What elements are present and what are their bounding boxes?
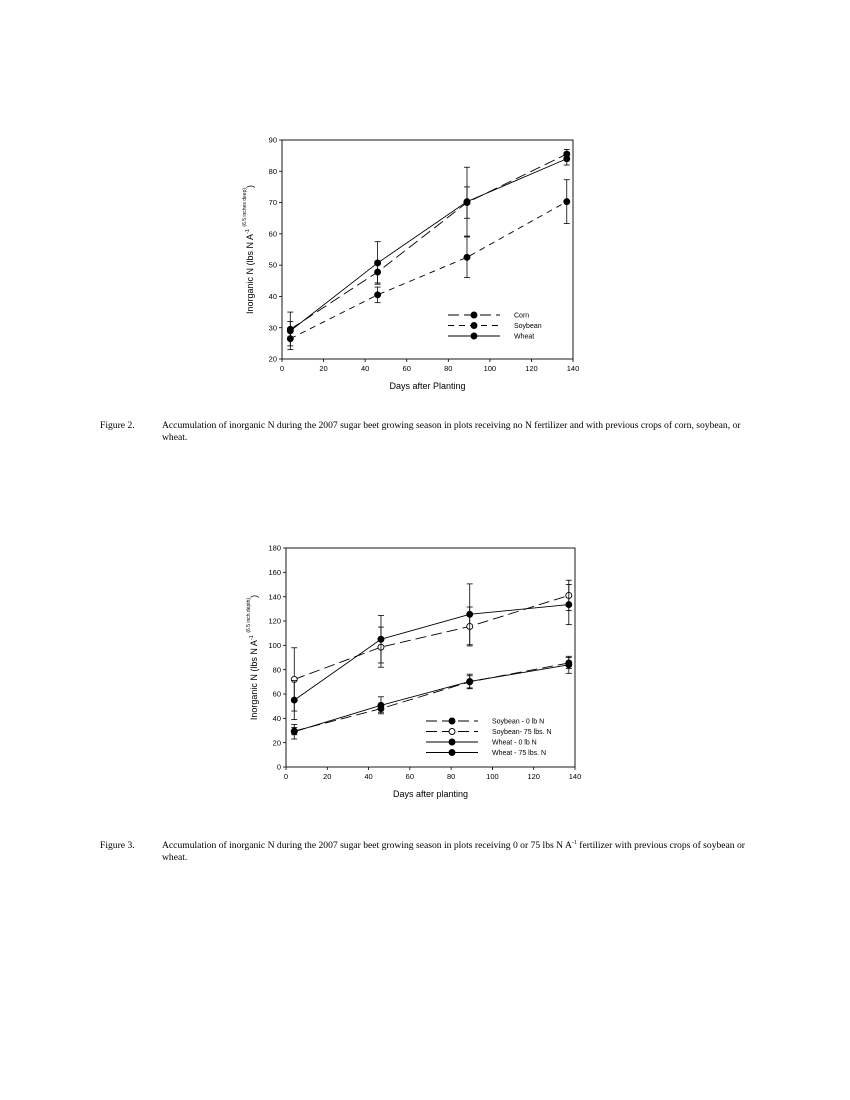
figure-2-chart: 0 20 40 60 80 100 120 140 20 30 40 50 60 70 80 90 Days a… bbox=[230, 130, 600, 410]
y-tick-label: 70 bbox=[269, 198, 277, 207]
x-tick-label: 60 bbox=[403, 364, 411, 373]
figure-2-caption-text: Accumulation of inorganic N during the 2… bbox=[162, 420, 741, 443]
x-tick-label: 140 bbox=[567, 364, 580, 373]
x-axis-label: Days after Planting bbox=[389, 381, 465, 391]
legend-marker bbox=[470, 332, 478, 340]
x-tick-label: 20 bbox=[319, 364, 327, 373]
series-0 bbox=[286, 148, 571, 338]
legend-marker bbox=[448, 749, 456, 756]
data-point bbox=[290, 728, 298, 736]
legend-label: Soybean - 0 lb N bbox=[492, 719, 544, 726]
legend-label: Soybean bbox=[514, 323, 542, 330]
data-point bbox=[466, 610, 474, 618]
series-2 bbox=[286, 152, 571, 351]
y-tick-label: 40 bbox=[273, 714, 281, 723]
y-tick-label: 160 bbox=[268, 568, 281, 577]
data-point bbox=[466, 678, 474, 685]
x-tick-label: 40 bbox=[364, 772, 372, 781]
series-2 bbox=[290, 655, 573, 740]
series-line bbox=[294, 664, 569, 733]
data-point bbox=[565, 661, 573, 669]
legend-label: Wheat - 75 lbs. N bbox=[492, 750, 546, 757]
y-axis-label: Inorganic N (lbs N A-1 (6.5 inch depth)) bbox=[246, 595, 259, 720]
legend: Soybean - 0 lb N Soybean- 75 lbs. N Wheat … bbox=[426, 717, 552, 757]
data-point bbox=[374, 291, 382, 299]
figure-2-number: Figure 2. bbox=[100, 420, 135, 431]
x-tick-label: 0 bbox=[280, 364, 284, 373]
y-tick-label: 50 bbox=[269, 261, 277, 270]
legend-marker bbox=[470, 311, 478, 319]
y-tick-label: 120 bbox=[268, 617, 281, 626]
data-point bbox=[377, 701, 385, 709]
series-line bbox=[290, 201, 567, 340]
figure-3-number: Figure 3. bbox=[100, 840, 135, 851]
y-axis-label-close: ) bbox=[245, 185, 255, 188]
legend-marker bbox=[448, 738, 456, 746]
x-tick-label: 80 bbox=[447, 772, 455, 781]
y-axis-label-sup: -1 bbox=[249, 635, 255, 640]
x-tick-label: 100 bbox=[484, 364, 497, 373]
series-line bbox=[290, 153, 567, 330]
legend-marker bbox=[448, 717, 456, 725]
figure-3-caption-text: Accumulation of inorganic N during the 2… bbox=[162, 839, 745, 863]
y-axis-label: Inorganic N (lbs N A-1 (6.5 inches deep)… bbox=[242, 185, 255, 314]
y-axis-label-main: Inorganic N (lbs N A bbox=[249, 640, 259, 720]
x-tick-label: 0 bbox=[284, 772, 288, 781]
legend: Corn Soybean Wheat bbox=[448, 311, 542, 341]
data-point bbox=[563, 198, 571, 206]
x-tick-label: 140 bbox=[569, 772, 582, 781]
y-axis-label-sub: (6.5 inches deep) bbox=[242, 188, 248, 227]
series-line bbox=[294, 662, 569, 732]
data-point bbox=[290, 696, 298, 704]
y-tick-label: 0 bbox=[277, 763, 281, 772]
legend-label: Soybean- 75 lbs. N bbox=[492, 729, 552, 736]
legend-marker bbox=[448, 728, 456, 735]
series-3 bbox=[290, 583, 573, 720]
data-point bbox=[563, 155, 571, 163]
series-line bbox=[290, 158, 567, 332]
y-tick-label: 100 bbox=[268, 641, 281, 650]
y-tick-label: 40 bbox=[269, 292, 277, 301]
legend-label: Wheat - 0 lb N bbox=[492, 740, 537, 747]
y-tick-label: 20 bbox=[273, 738, 281, 747]
y-axis-label-close: ) bbox=[249, 595, 259, 598]
y-tick-label: 60 bbox=[269, 229, 277, 238]
y-axis-label-sup: -1 bbox=[245, 229, 251, 234]
plot-frame bbox=[281, 139, 574, 360]
y-axis-label-main: Inorganic N (lbs N A bbox=[245, 234, 255, 314]
y-tick-label: 30 bbox=[269, 323, 277, 332]
legend-label: Corn bbox=[514, 313, 529, 320]
legend-label: Wheat bbox=[514, 334, 534, 341]
data-point bbox=[565, 601, 573, 609]
x-axis-label: Days after planting bbox=[393, 789, 468, 799]
figure-3-chart: 0 20 40 60 80 100 120 140 0 20 40 60 80 100 120 140 160 1… bbox=[230, 538, 600, 818]
plot-frame bbox=[285, 547, 576, 768]
series-line bbox=[294, 595, 569, 680]
legend-marker bbox=[470, 322, 478, 329]
x-tick-label: 120 bbox=[527, 772, 540, 781]
x-tick-label: 100 bbox=[486, 772, 499, 781]
y-tick-label: 80 bbox=[269, 167, 277, 176]
series-1 bbox=[286, 179, 571, 347]
data-point bbox=[377, 635, 385, 643]
x-tick-label: 120 bbox=[525, 364, 538, 373]
y-tick-label: 80 bbox=[273, 665, 281, 674]
y-tick-label: 20 bbox=[269, 355, 277, 364]
data-point bbox=[374, 259, 382, 267]
figure-3-plot: 0 20 40 60 80 100 120 140 0 20 40 60 80 100 120 140 160 1… bbox=[246, 544, 582, 799]
x-tick-label: 40 bbox=[361, 364, 369, 373]
y-tick-label: 140 bbox=[268, 592, 281, 601]
data-point bbox=[286, 327, 294, 335]
data-point bbox=[463, 198, 471, 206]
y-axis-label-sub: (6.5 inch depth) bbox=[246, 598, 252, 633]
y-tick-label: 180 bbox=[268, 544, 281, 553]
data-point bbox=[463, 253, 471, 261]
x-tick-label: 60 bbox=[406, 772, 414, 781]
y-tick-label: 60 bbox=[273, 690, 281, 699]
series-line bbox=[293, 604, 569, 701]
x-tick-label: 20 bbox=[323, 772, 331, 781]
x-tick-label: 80 bbox=[444, 364, 452, 373]
y-tick-label: 90 bbox=[269, 136, 277, 145]
